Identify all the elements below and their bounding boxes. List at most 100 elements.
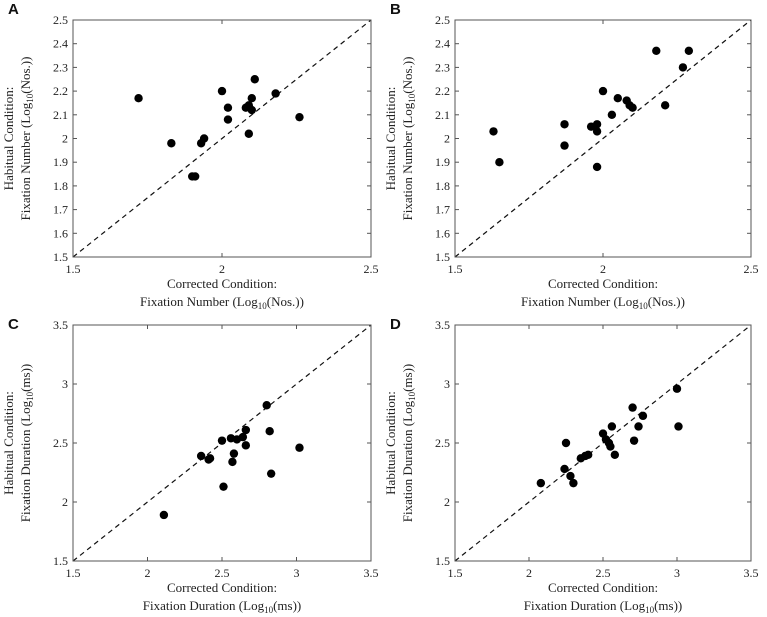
data-point — [560, 120, 569, 129]
data-point — [607, 422, 617, 431]
y-tick-label: 2 — [62, 132, 68, 146]
y-tick-label: 2.3 — [435, 60, 450, 74]
x-axis-label-line1: Corrected Condition: — [167, 580, 277, 595]
data-point — [561, 438, 571, 448]
identity-line — [454, 324, 752, 562]
data-point — [229, 449, 239, 458]
x-axis-label-line2: Fixation Number (Log10(Nos.)) — [140, 294, 304, 311]
y-tick-label: 2.1 — [435, 108, 450, 122]
data-point — [219, 482, 228, 491]
x-axis-label-line1: Corrected Condition: — [548, 580, 658, 595]
y-axis-label-line1: Habitual Condition: — [1, 87, 16, 191]
y-axis-label-line1: Habitual Condition: — [383, 391, 398, 495]
x-tick-label: 3 — [674, 566, 680, 580]
panel-b: B 1.5 2 2.5 1.5 1.6 1.7 1.8 1.9 2 2.1 2.2 2.3 2.4 2.5 C… — [383, 1, 759, 311]
x-axis-label-line2: Fixation Duration (Log10(ms)) — [143, 598, 302, 615]
data-point — [672, 384, 682, 393]
y-axis-label-line1: Habitual Condition: — [1, 391, 16, 495]
x-axis-label-line1: Corrected Condition: — [548, 276, 658, 291]
data-point — [560, 141, 569, 150]
x-tick-label: 3 — [294, 566, 300, 580]
y-tick-label: 1.8 — [53, 179, 68, 193]
y-tick-label: 2.5 — [53, 436, 68, 450]
data-point — [238, 432, 248, 442]
y-tick-label: 2.2 — [53, 84, 68, 98]
data-point — [495, 158, 504, 167]
identity-line — [454, 19, 752, 258]
x-tick-label: 2.5 — [744, 262, 759, 276]
y-tick-label: 3 — [444, 377, 450, 391]
data-point — [560, 464, 569, 474]
x-tick-label: 2 — [219, 262, 225, 276]
y-tick-label: 1.9 — [435, 155, 450, 169]
identity-line — [72, 19, 372, 258]
data-point — [159, 510, 169, 520]
data-point — [247, 94, 256, 103]
data-point — [250, 75, 259, 84]
y-tick-label: 2 — [62, 495, 68, 509]
panel-letter: C — [8, 316, 19, 333]
x-tick-label: 2.5 — [215, 566, 230, 580]
y-axis-label-line2: Fixation Duration (Log10(ms)) — [18, 364, 35, 523]
data-point — [652, 46, 661, 56]
data-point — [295, 443, 304, 452]
data-point — [628, 103, 637, 112]
data-point — [536, 478, 546, 488]
y-tick-label: 2.5 — [435, 436, 450, 450]
y-tick-label: 1.5 — [435, 554, 450, 568]
data-point — [190, 172, 200, 181]
y-tick-label: 2.4 — [53, 37, 68, 51]
data-point — [660, 101, 670, 110]
data-point — [271, 89, 280, 98]
y-tick-label: 3 — [62, 377, 68, 391]
data-point — [217, 86, 227, 96]
x-axis-label-line1: Corrected Condition: — [167, 276, 277, 291]
data-point — [634, 422, 643, 431]
x-tick-label: 1.5 — [448, 262, 463, 276]
y-tick-label: 2.1 — [53, 108, 68, 122]
y-tick-label: 1.5 — [53, 554, 68, 568]
y-tick-label: 1.6 — [53, 226, 68, 240]
data-point — [592, 127, 602, 136]
data-point — [247, 105, 256, 115]
data-point — [607, 110, 617, 120]
x-tick-label: 2 — [600, 262, 606, 276]
x-tick-label: 3.5 — [744, 566, 759, 580]
y-tick-label: 1.5 — [53, 250, 68, 264]
data-point — [199, 134, 209, 143]
panel-letter: D — [390, 316, 401, 333]
data-point — [569, 478, 578, 488]
data-point — [610, 450, 620, 459]
data-point — [674, 422, 683, 431]
y-tick-label: 1.6 — [435, 226, 450, 240]
data-point — [628, 403, 637, 412]
data-point — [295, 112, 304, 122]
x-tick-label: 2.5 — [596, 566, 611, 580]
data-point — [241, 425, 251, 435]
panel-a: A 1.5 2 2.5 1.5 1.6 1.7 1.8 1.9 2 2.1 2.2 2.3 2.4 2.5 C… — [1, 1, 379, 311]
data-point — [241, 441, 251, 450]
data-point — [205, 454, 215, 463]
data-point — [592, 120, 602, 129]
y-tick-label: 2.3 — [53, 60, 68, 74]
y-tick-label: 2.2 — [435, 84, 450, 98]
panel-c: C 1.5 2 2.5 3 3.5 1.5 2 2.5 3 3.5 Corrected Conditi… — [1, 316, 379, 615]
data-point — [265, 427, 274, 436]
y-axis-label-line2: Fixation Number (Log10(Nos.)) — [18, 57, 35, 221]
y-tick-label: 2.4 — [435, 37, 450, 51]
data-point — [223, 115, 233, 124]
data-point — [266, 469, 276, 478]
data-point — [566, 471, 575, 481]
y-axis-label-line2: Fixation Duration (Log10(ms)) — [400, 364, 417, 523]
data-point — [489, 127, 498, 136]
data-point — [629, 436, 639, 445]
y-axis-label-line2: Fixation Number (Log10(Nos.)) — [400, 57, 417, 221]
panel-letter: B — [390, 1, 401, 18]
x-tick-label: 1.5 — [448, 566, 463, 580]
data-point — [592, 162, 602, 172]
x-tick-label: 2.5 — [364, 262, 379, 276]
y-tick-label: 2 — [444, 132, 450, 146]
panel-letter: A — [8, 1, 19, 18]
x-tick-label: 1.5 — [66, 262, 81, 276]
data-point — [228, 457, 237, 467]
